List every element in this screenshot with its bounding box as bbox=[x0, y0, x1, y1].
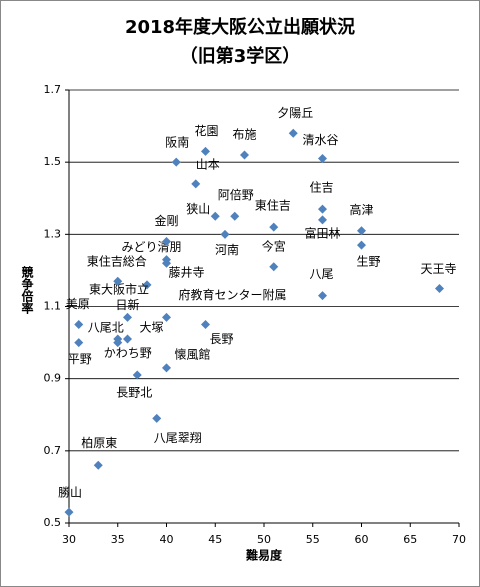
point-label: 懐風館 bbox=[174, 346, 210, 361]
chart-subtitle: （旧第3学区） bbox=[180, 45, 301, 67]
point-label: 東大阪市立 bbox=[89, 281, 149, 296]
y-tick-label: 1.1 bbox=[44, 300, 62, 313]
x-tick-label: 70 bbox=[452, 533, 466, 546]
point-label: 八尾 bbox=[309, 267, 333, 281]
point bbox=[220, 229, 230, 239]
point bbox=[152, 413, 162, 423]
point-label: みどり清朋 bbox=[121, 240, 181, 254]
point-label: 山本 bbox=[196, 157, 220, 171]
point bbox=[288, 128, 298, 138]
point bbox=[162, 312, 171, 322]
point bbox=[74, 338, 84, 348]
point bbox=[357, 240, 366, 250]
point bbox=[113, 276, 123, 286]
point bbox=[201, 320, 210, 330]
point-label: 阪南 bbox=[165, 135, 189, 150]
point bbox=[191, 179, 201, 189]
point-label: 東住吉総合 bbox=[87, 254, 147, 269]
point bbox=[318, 215, 327, 225]
x-tick-label: 50 bbox=[257, 533, 271, 546]
point-label: 河南 bbox=[215, 242, 239, 257]
point-label: 八尾北 bbox=[88, 320, 124, 334]
point bbox=[93, 460, 103, 470]
point bbox=[162, 255, 171, 265]
y-tick-label: 0.7 bbox=[44, 444, 62, 457]
chart-title: 2018年度大阪公立出願状況 bbox=[125, 16, 355, 38]
point-label: 日新 bbox=[115, 297, 139, 312]
point bbox=[318, 154, 327, 164]
point bbox=[318, 204, 327, 214]
point-label: 住吉 bbox=[309, 181, 333, 195]
point bbox=[74, 320, 84, 330]
point bbox=[171, 157, 181, 167]
point-label: 花園 bbox=[194, 123, 218, 138]
point bbox=[113, 334, 123, 344]
point bbox=[132, 370, 142, 380]
point bbox=[162, 237, 171, 247]
x-tick-label: 30 bbox=[62, 533, 76, 546]
x-tick-label: 60 bbox=[355, 533, 369, 546]
point bbox=[210, 211, 220, 221]
point-label: 美原 bbox=[66, 297, 90, 311]
point bbox=[123, 312, 132, 322]
point bbox=[435, 283, 444, 293]
point bbox=[269, 262, 279, 272]
y-tick-label: 0.5 bbox=[44, 516, 62, 529]
point bbox=[230, 211, 240, 221]
point bbox=[123, 334, 132, 344]
point-label: 東住吉 bbox=[255, 199, 291, 213]
point bbox=[269, 222, 279, 232]
point bbox=[142, 280, 152, 290]
point-label: 夕陽丘 bbox=[277, 106, 313, 120]
point-label: 府教育センター附属 bbox=[179, 287, 287, 302]
point-label: 生野 bbox=[356, 255, 380, 269]
point-label: 八尾翠翔 bbox=[154, 431, 202, 445]
x-tick-label: 40 bbox=[160, 533, 174, 546]
y-tick-label: 1.3 bbox=[44, 227, 62, 240]
point-label: 清水谷 bbox=[302, 133, 338, 147]
y-tick-label: 1.7 bbox=[44, 83, 62, 96]
point-label: 阿倍野 bbox=[218, 187, 254, 202]
point-label: 藤井寺 bbox=[168, 266, 204, 280]
point-label: 狭山 bbox=[186, 202, 210, 216]
point-label: 平野 bbox=[68, 352, 92, 366]
point bbox=[357, 226, 366, 236]
point-label: 金剛 bbox=[154, 213, 178, 228]
point-label: 柏原東 bbox=[81, 435, 117, 450]
y-axis-label: 競争倍率 bbox=[20, 265, 34, 315]
point bbox=[64, 507, 74, 517]
x-tick-label: 45 bbox=[208, 533, 222, 546]
point-label: かわち野 bbox=[104, 346, 152, 360]
point-label: 天王寺 bbox=[420, 262, 456, 276]
point-label: 富田林 bbox=[304, 225, 340, 240]
x-tick-label: 65 bbox=[403, 533, 417, 546]
y-tick-label: 1.5 bbox=[44, 155, 62, 168]
point-label: 今宮 bbox=[262, 238, 286, 253]
point-label: 長野北 bbox=[116, 386, 152, 400]
point-label: 長野 bbox=[209, 332, 233, 346]
point bbox=[201, 146, 210, 156]
x-tick-label: 55 bbox=[306, 533, 320, 546]
x-axis-label: 難易度 bbox=[246, 548, 283, 563]
point bbox=[162, 363, 171, 373]
point-label: 勝山 bbox=[58, 485, 82, 500]
x-tick-label: 35 bbox=[111, 533, 125, 546]
point-label: 高津 bbox=[349, 202, 373, 217]
y-tick-label: 0.9 bbox=[44, 372, 62, 385]
point bbox=[318, 291, 327, 301]
point bbox=[240, 150, 249, 160]
point-label: 布施 bbox=[232, 127, 256, 141]
point-label: 大塚 bbox=[139, 320, 163, 334]
